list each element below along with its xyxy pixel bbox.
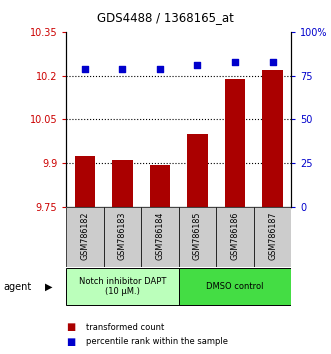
Point — [157, 66, 163, 72]
Text: GSM786182: GSM786182 — [80, 211, 89, 260]
Text: GSM786187: GSM786187 — [268, 211, 277, 260]
FancyBboxPatch shape — [66, 207, 104, 267]
Text: ■: ■ — [66, 322, 75, 332]
Bar — [75, 156, 95, 207]
Text: Notch inhibitor DAPT
(10 μM.): Notch inhibitor DAPT (10 μM.) — [79, 277, 166, 296]
Text: GSM786184: GSM786184 — [156, 211, 165, 260]
Bar — [150, 165, 170, 207]
FancyBboxPatch shape — [216, 207, 254, 267]
Text: GSM786186: GSM786186 — [230, 211, 240, 260]
Text: GDS4488 / 1368165_at: GDS4488 / 1368165_at — [97, 11, 234, 24]
FancyBboxPatch shape — [254, 207, 291, 267]
Bar — [112, 160, 133, 207]
Text: GSM786183: GSM786183 — [118, 211, 127, 260]
Point — [232, 59, 238, 64]
Bar — [187, 134, 208, 207]
Bar — [262, 70, 283, 207]
FancyBboxPatch shape — [179, 268, 291, 306]
Point — [270, 59, 275, 64]
Text: transformed count: transformed count — [86, 323, 164, 332]
FancyBboxPatch shape — [141, 207, 179, 267]
Text: DMSO control: DMSO control — [206, 282, 264, 291]
Text: percentile rank within the sample: percentile rank within the sample — [86, 337, 228, 346]
FancyBboxPatch shape — [66, 268, 179, 306]
Bar — [225, 79, 245, 207]
Text: agent: agent — [3, 282, 31, 292]
Point — [120, 66, 125, 72]
Text: ■: ■ — [66, 337, 75, 347]
Point — [82, 66, 88, 72]
FancyBboxPatch shape — [104, 207, 141, 267]
Text: ▶: ▶ — [45, 282, 52, 292]
Text: GSM786185: GSM786185 — [193, 211, 202, 260]
FancyBboxPatch shape — [179, 207, 216, 267]
Point — [195, 62, 200, 68]
